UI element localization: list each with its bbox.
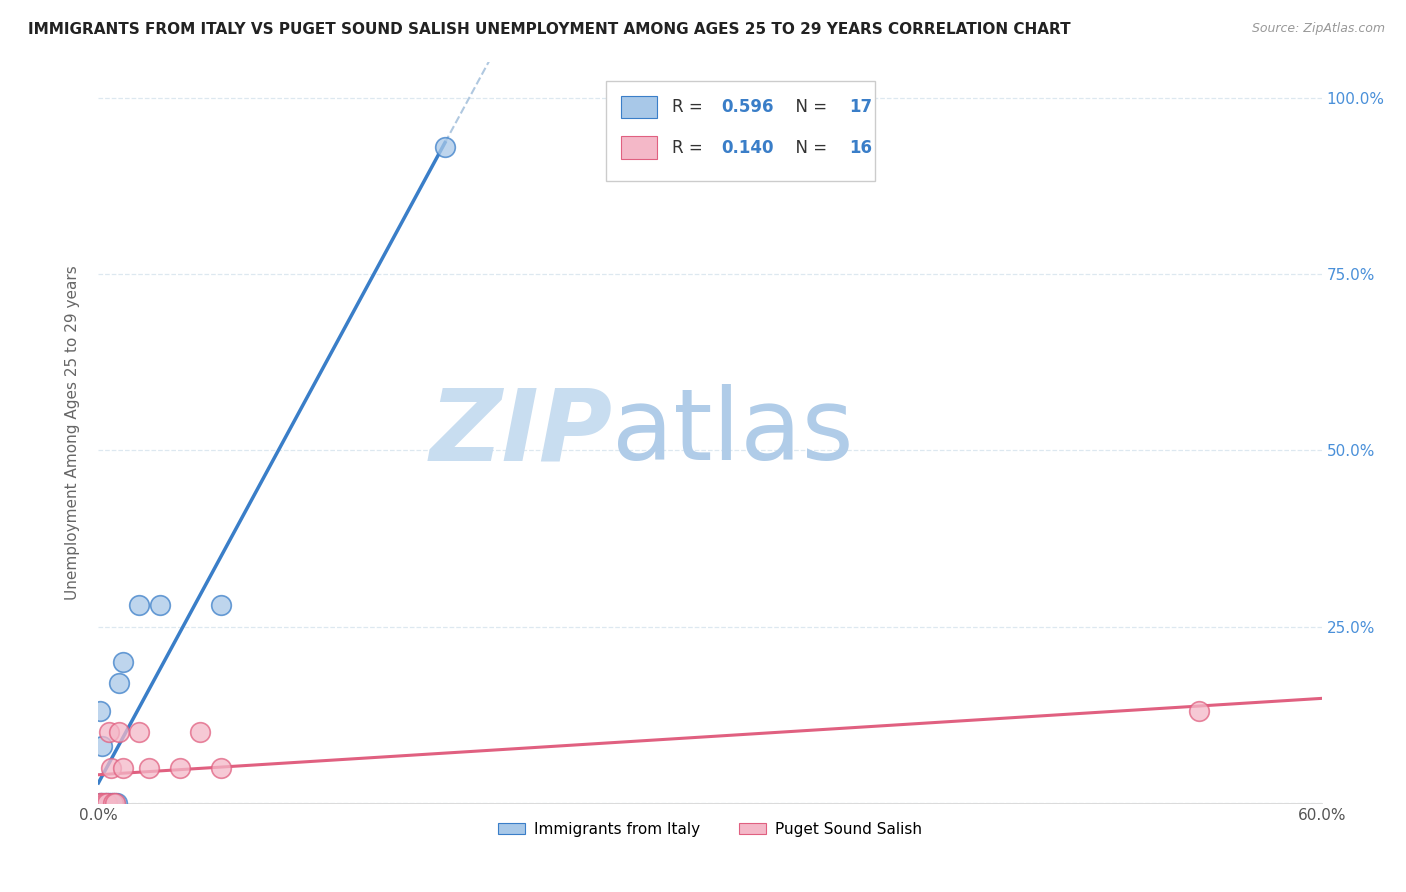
Text: R =: R =: [672, 138, 709, 157]
Text: 17: 17: [849, 98, 873, 116]
Point: [108, 676, 131, 690]
Point: [91, 796, 114, 810]
Point: [209, 599, 232, 613]
Point: [100, 760, 122, 774]
Point: [101, 796, 124, 810]
Text: 16: 16: [849, 138, 873, 157]
Point: [91, 796, 114, 810]
Text: ZIP: ZIP: [429, 384, 612, 481]
Text: R =: R =: [672, 98, 709, 116]
Point: [111, 760, 134, 774]
Point: [149, 599, 172, 613]
Text: 0.596: 0.596: [721, 98, 773, 116]
Point: [101, 796, 124, 810]
Point: [104, 796, 127, 810]
Point: [128, 725, 150, 739]
FancyBboxPatch shape: [620, 95, 658, 118]
FancyBboxPatch shape: [620, 136, 658, 159]
Point: [1188, 704, 1211, 718]
Point: [96, 796, 118, 810]
Point: [89, 796, 111, 810]
Point: [97, 796, 120, 810]
Point: [434, 140, 457, 154]
Point: [108, 725, 131, 739]
Legend: Immigrants from Italy, Puget Sound Salish: Immigrants from Italy, Puget Sound Salis…: [492, 816, 928, 843]
Text: N =: N =: [785, 138, 832, 157]
FancyBboxPatch shape: [606, 81, 875, 181]
Point: [100, 796, 122, 810]
Text: N =: N =: [785, 98, 832, 116]
Point: [209, 760, 232, 774]
Text: 0.140: 0.140: [721, 138, 773, 157]
Point: [93, 796, 115, 810]
Point: [169, 760, 191, 774]
Y-axis label: Unemployment Among Ages 25 to 29 years: Unemployment Among Ages 25 to 29 years: [65, 265, 80, 600]
Point: [93, 796, 115, 810]
Text: Source: ZipAtlas.com: Source: ZipAtlas.com: [1251, 22, 1385, 36]
Text: IMMIGRANTS FROM ITALY VS PUGET SOUND SALISH UNEMPLOYMENT AMONG AGES 25 TO 29 YEA: IMMIGRANTS FROM ITALY VS PUGET SOUND SAL…: [28, 22, 1071, 37]
Text: atlas: atlas: [612, 384, 853, 481]
Point: [111, 655, 134, 669]
Point: [105, 796, 128, 810]
Point: [97, 725, 120, 739]
Point: [96, 796, 118, 810]
Point: [188, 725, 212, 739]
Point: [104, 796, 127, 810]
Point: [138, 760, 160, 774]
Point: [91, 739, 114, 754]
Point: [89, 704, 111, 718]
Point: [89, 796, 111, 810]
Point: [128, 599, 150, 613]
